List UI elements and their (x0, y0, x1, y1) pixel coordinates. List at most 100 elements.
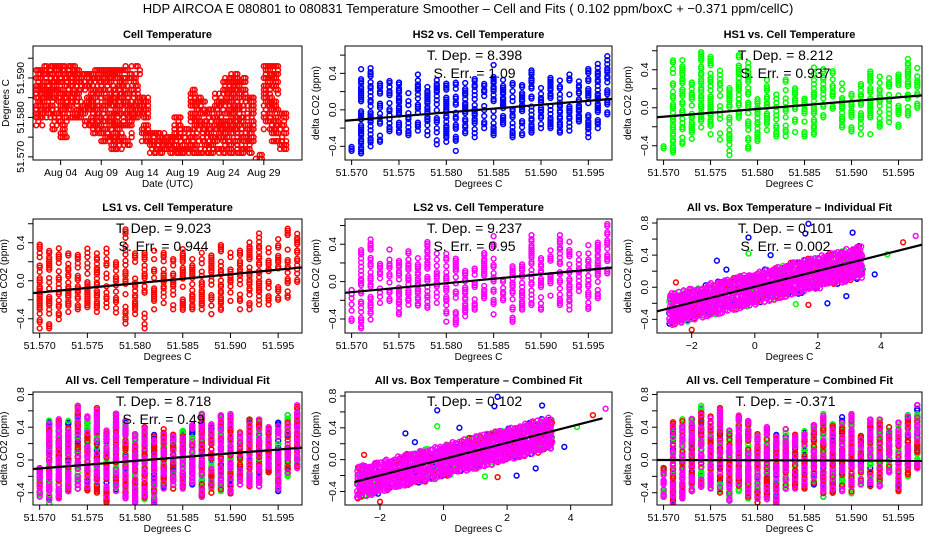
data-point (838, 86, 846, 93)
data-point (189, 281, 196, 288)
data-point (745, 120, 752, 127)
data-point (528, 260, 535, 268)
data-point (810, 106, 818, 113)
data-point (65, 250, 72, 257)
data-point (141, 272, 148, 280)
data-point (716, 92, 724, 99)
data-point (112, 275, 120, 283)
data-point (716, 82, 724, 89)
data-point (575, 82, 583, 89)
data-point (74, 426, 81, 433)
data-point (46, 449, 53, 457)
data-point (820, 66, 827, 73)
data-point (424, 103, 431, 111)
data-point (528, 121, 535, 128)
y-axis-label: delta CO2 (ppm) (0, 239, 10, 313)
y-tick-label: 0.4 (327, 237, 339, 252)
data-point (566, 127, 573, 134)
data-point (452, 255, 459, 262)
data-point (556, 279, 564, 286)
data-point (801, 118, 808, 125)
data-point (36, 318, 43, 326)
data-point (518, 290, 526, 297)
data-point (348, 143, 355, 151)
data-point (170, 270, 177, 277)
data-point (585, 291, 592, 298)
data-point (481, 124, 488, 132)
data-point (272, 98, 280, 105)
data-point (141, 310, 148, 317)
data-point (791, 128, 799, 136)
data-point (566, 261, 573, 268)
data-point (824, 300, 831, 307)
data-point (452, 273, 459, 281)
data-point (74, 402, 81, 409)
data-point (871, 271, 878, 278)
data-point (122, 243, 129, 250)
data-point (227, 249, 234, 256)
data-point (801, 108, 808, 115)
data-point (179, 296, 186, 303)
data-point (367, 254, 374, 262)
data-point (594, 286, 601, 294)
data-point (367, 88, 374, 96)
data-point (773, 124, 780, 132)
data-point (395, 127, 403, 134)
data-point (386, 279, 393, 286)
data-point (414, 261, 422, 268)
data-point (452, 290, 459, 297)
data-point (160, 285, 167, 292)
data-point (490, 83, 497, 91)
stat-standard-error: S. Err. = 0.944 (119, 238, 209, 254)
data-point (858, 274, 865, 281)
data-point (745, 134, 752, 142)
data-point (294, 276, 301, 283)
data-point (547, 247, 554, 254)
data-point (556, 285, 564, 292)
data-point (707, 95, 714, 102)
data-point (217, 306, 225, 313)
data-point (376, 260, 384, 268)
data-point (170, 272, 177, 279)
data-point (669, 103, 677, 110)
data-point (93, 440, 101, 448)
data-point (490, 255, 497, 262)
data-point (122, 316, 129, 323)
data-point (462, 95, 469, 103)
stat-standard-error: S. Err. = 0.95 (433, 238, 515, 254)
data-point (265, 295, 272, 302)
data-point (791, 85, 799, 92)
data-point (179, 298, 186, 305)
data-point (84, 479, 91, 487)
x-tick-label: 51.580 (430, 167, 462, 179)
data-point (698, 63, 705, 70)
data-point (46, 285, 53, 292)
data-point (679, 86, 686, 93)
data-point (509, 93, 516, 101)
y-tick-label: −0.4 (639, 135, 651, 156)
data-point (236, 297, 244, 305)
data-point (122, 268, 129, 275)
data-point (452, 317, 459, 324)
data-point (160, 251, 167, 259)
x-tick-label: 51.575 (71, 340, 103, 352)
panel-title: HS1 vs. Cell Temperature (724, 29, 856, 41)
data-point (490, 91, 497, 99)
data-point (895, 123, 902, 130)
data-point (801, 131, 808, 138)
data-point (829, 67, 836, 75)
data-point (376, 299, 384, 307)
data-point (122, 66, 129, 74)
data-point (490, 113, 497, 121)
data-point (208, 292, 215, 299)
data-point (518, 124, 526, 131)
data-point (726, 87, 733, 94)
y-tick-label: 51.580 (15, 101, 27, 133)
data-point (414, 263, 422, 270)
x-tick-label: 51.575 (383, 340, 415, 352)
data-point (433, 137, 440, 144)
data-point (242, 86, 249, 93)
data-point (250, 98, 257, 105)
data-point (867, 68, 874, 75)
